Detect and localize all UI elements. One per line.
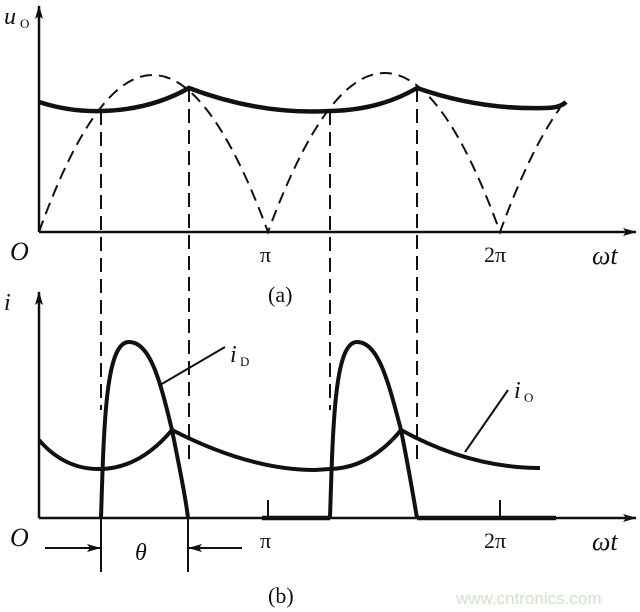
label-iD: i: [230, 342, 237, 368]
figure-b: i D i O θ i O π 2π ωt (b): [4, 290, 637, 608]
x-axis-label-a: ωt: [592, 241, 618, 270]
label-iO: i: [514, 378, 521, 404]
y-axis-label-a-sub: O: [20, 16, 29, 31]
output-voltage-curve: [38, 85, 568, 114]
origin-label-a: O: [10, 237, 29, 266]
theta-label: θ: [135, 540, 147, 566]
x-axis-label-b: ωt: [592, 527, 618, 556]
tick-pi-b: π: [260, 528, 271, 553]
rectified-sine-dashed: [38, 72, 561, 235]
diode-current-pulse-2: [328, 339, 419, 519]
label-iD-sub: D: [240, 354, 249, 369]
leader-line-iO: [464, 389, 509, 453]
diode-current-pulse-1: [99, 339, 190, 519]
tick-2pi-a: 2π: [484, 242, 506, 267]
conduction-guide-lines: [100, 88, 418, 460]
leader-line-iD: [159, 346, 226, 386]
origin-label-b: O: [10, 523, 29, 552]
caption-a: (a): [268, 282, 292, 307]
watermark: www.cntronics.com: [455, 589, 601, 608]
y-axis-label-a: u: [4, 4, 16, 30]
caption-b: (b): [268, 583, 294, 608]
output-current-curve: [37, 427, 541, 473]
label-iO-sub: O: [524, 390, 533, 405]
y-axis-label-b: i: [4, 290, 11, 316]
tick-pi-a: π: [260, 242, 271, 267]
tick-2pi-b: 2π: [484, 528, 506, 553]
figure-a: u O O π 2π ωt (a): [4, 4, 637, 460]
